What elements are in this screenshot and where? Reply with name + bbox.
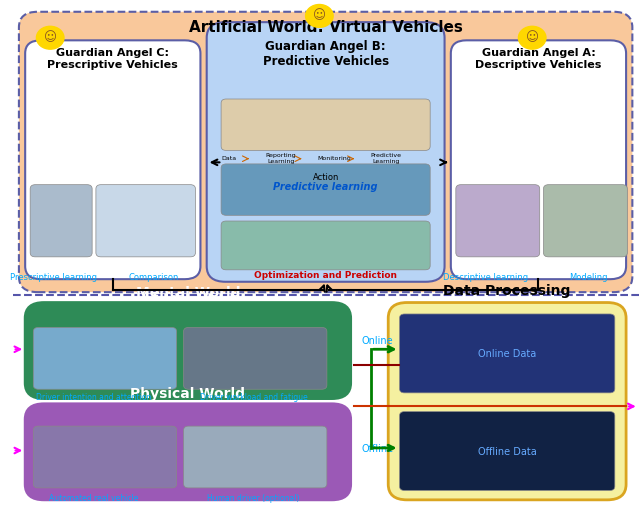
FancyBboxPatch shape [207, 22, 445, 282]
Text: Offline Data: Offline Data [478, 446, 536, 457]
Text: Online Data: Online Data [478, 349, 536, 360]
FancyBboxPatch shape [221, 99, 430, 150]
Text: Automated real vehicle: Automated real vehicle [49, 494, 139, 503]
FancyBboxPatch shape [456, 185, 540, 257]
FancyBboxPatch shape [399, 411, 615, 491]
Text: Reporting
Learning: Reporting Learning [266, 153, 296, 164]
FancyBboxPatch shape [184, 327, 327, 389]
Text: Guardian Angel C:
Prescriptive Vehicles: Guardian Angel C: Prescriptive Vehicles [47, 48, 178, 70]
Circle shape [305, 5, 333, 27]
FancyBboxPatch shape [19, 12, 632, 292]
FancyBboxPatch shape [221, 221, 430, 270]
Text: Prescriptive learning: Prescriptive learning [10, 273, 97, 282]
FancyBboxPatch shape [33, 327, 177, 389]
FancyBboxPatch shape [388, 303, 626, 500]
FancyBboxPatch shape [30, 185, 92, 257]
Text: Data: Data [221, 156, 236, 161]
FancyBboxPatch shape [25, 303, 351, 399]
FancyBboxPatch shape [184, 426, 327, 488]
Text: Driver intention and attention: Driver intention and attention [36, 393, 152, 402]
Text: Comparison: Comparison [128, 273, 179, 282]
Text: Guardian Angel A:
Descriptive Vehicles: Guardian Angel A: Descriptive Vehicles [476, 48, 602, 70]
Text: ☺: ☺ [313, 9, 326, 22]
Text: Modeling: Modeling [570, 273, 608, 282]
Text: Action: Action [312, 173, 339, 182]
FancyBboxPatch shape [96, 185, 195, 257]
Circle shape [518, 26, 546, 49]
Text: ☺: ☺ [44, 31, 57, 44]
Text: Optimization and Prediction: Optimization and Prediction [254, 271, 397, 280]
FancyBboxPatch shape [33, 426, 177, 488]
Text: Offline: Offline [362, 444, 394, 454]
Text: Data Processing: Data Processing [444, 284, 571, 299]
FancyBboxPatch shape [543, 185, 627, 257]
Text: Predictive learning: Predictive learning [273, 182, 378, 192]
Text: Monitoring: Monitoring [317, 156, 351, 161]
FancyBboxPatch shape [25, 40, 200, 279]
FancyBboxPatch shape [399, 314, 615, 393]
Text: Physical World: Physical World [131, 387, 245, 401]
Circle shape [36, 26, 64, 49]
Text: Human driver (optional): Human driver (optional) [207, 494, 300, 503]
FancyBboxPatch shape [25, 404, 351, 500]
Text: ☺: ☺ [525, 31, 539, 44]
Text: Online: Online [362, 337, 394, 347]
Text: Descriptive learning: Descriptive learning [443, 273, 528, 282]
Text: Predictive
Learning: Predictive Learning [371, 153, 402, 164]
FancyBboxPatch shape [451, 40, 626, 279]
Text: Mental World: Mental World [136, 286, 240, 300]
FancyBboxPatch shape [221, 164, 430, 215]
Text: Driver workload and fatigue: Driver workload and fatigue [200, 393, 307, 402]
Text: Guardian Angel B:
Predictive Vehicles: Guardian Angel B: Predictive Vehicles [262, 40, 388, 68]
Text: Artificial World: Virtual Vehicles: Artificial World: Virtual Vehicles [189, 19, 463, 34]
